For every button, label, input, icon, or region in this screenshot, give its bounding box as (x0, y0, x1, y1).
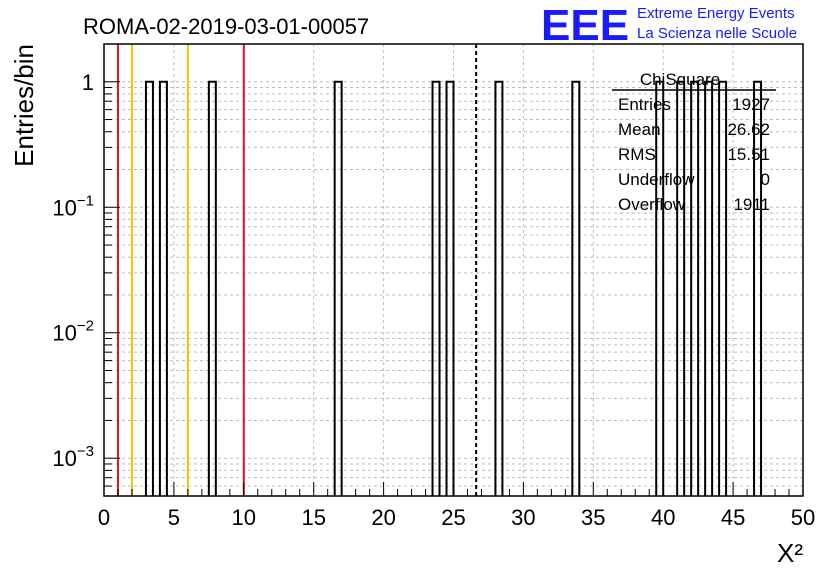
histogram-bin (494, 80, 504, 496)
x-tick-label: 5 (168, 505, 180, 530)
x-axis-label: X² (777, 538, 803, 568)
histogram-bins (144, 80, 763, 496)
x-tick-label: 0 (98, 505, 110, 530)
histogram-bin (207, 80, 217, 496)
y-tick-label: 10−2 (52, 318, 94, 346)
histogram-bin (445, 80, 455, 496)
chart-title: ROMA-02-2019-03-01-00057 (83, 14, 369, 39)
reference-lines (116, 44, 478, 496)
histogram-bin (571, 80, 581, 496)
stats-label: Overflow (618, 195, 686, 214)
x-tick-label: 25 (441, 505, 465, 530)
logo-line-2: La Scienza nelle Scuole (637, 25, 797, 42)
y-tick-label: 1 (82, 70, 94, 95)
stats-label: RMS (618, 145, 656, 164)
stats-title: ChiSquare (640, 70, 720, 89)
stats-box: ChiSquare Entries 1927 Mean 26.62 RMS 15.51 Un… (612, 70, 776, 214)
axes (103, 43, 804, 497)
stats-value: 15.51 (727, 145, 770, 164)
stats-label: Underflow (618, 170, 695, 189)
histogram-bin (753, 80, 763, 496)
histogram-bin (333, 80, 343, 496)
x-tick-label: 10 (232, 505, 256, 530)
x-tick-label: 50 (791, 505, 815, 530)
histogram-bin (655, 80, 665, 496)
x-tick-label: 20 (371, 505, 395, 530)
eee-logo: EEE (541, 1, 629, 50)
stats-value: 0 (761, 170, 770, 189)
stats-value: 1911 (733, 195, 770, 214)
histogram-bin (431, 80, 441, 496)
x-tick-label: 45 (721, 505, 745, 530)
x-tick-label: 30 (511, 505, 535, 530)
x-tick-label: 40 (651, 505, 675, 530)
tick-labels: 0 5 10 15 20 25 30 35 40 45 50 10−3 10−2 10−1 1 (52, 70, 815, 530)
logo-line-1: Extreme Energy Events (637, 5, 795, 22)
histogram-bin (704, 80, 714, 496)
stats-value: 26.62 (727, 120, 770, 139)
histogram-bin (718, 80, 728, 496)
histogram-bin (144, 80, 154, 496)
stats-label: Mean (618, 120, 661, 139)
y-axis-label: Entries/bin (9, 44, 39, 167)
stats-label: Entries (618, 95, 671, 114)
y-tick-label: 10−1 (52, 192, 94, 220)
x-tick-label: 35 (581, 505, 605, 530)
x-tick-label: 15 (301, 505, 325, 530)
y-tick-label: 10−3 (52, 443, 94, 471)
histogram-bin (676, 80, 686, 496)
stats-value: 1927 (732, 95, 770, 114)
histogram-bin (158, 80, 168, 496)
histogram-bin (690, 80, 700, 496)
